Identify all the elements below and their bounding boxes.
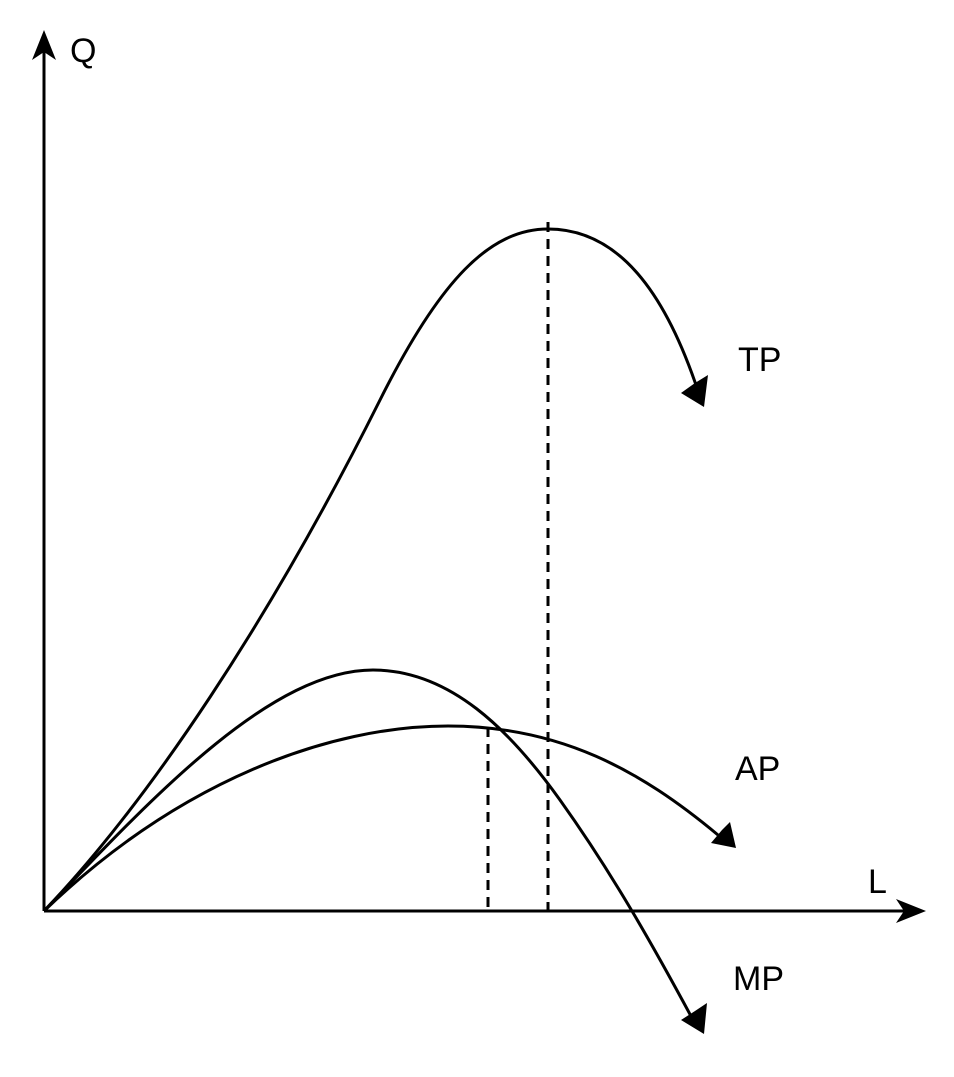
ap-label: AP (735, 750, 780, 788)
tp-label: TP (738, 341, 781, 379)
ap-curve-arrowhead (711, 822, 736, 848)
y-axis-arrowhead (32, 30, 56, 60)
mp-curve (42, 668, 694, 1019)
x-axis-arrowhead (896, 899, 926, 923)
mp-label: MP (733, 960, 784, 998)
tp-curve (42, 227, 698, 913)
ap-curve (42, 724, 719, 913)
y-axis-label: Q (70, 32, 96, 70)
tp-curve-arrowhead (681, 375, 708, 407)
mp-curve-arrowhead (681, 1003, 707, 1034)
x-axis-label: L (868, 863, 887, 901)
